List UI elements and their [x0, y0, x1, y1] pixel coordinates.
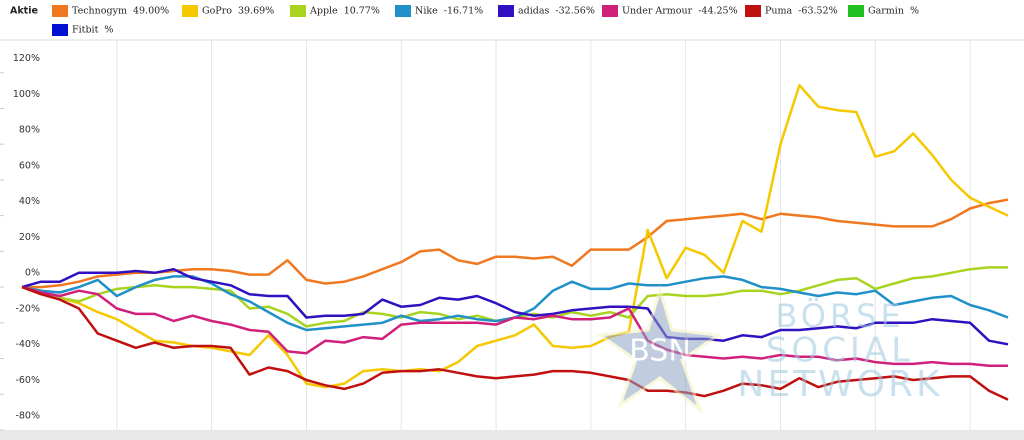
- legend-label: Nike: [415, 6, 438, 17]
- watermark-star: [595, 284, 723, 415]
- y-tick-label: 20%: [19, 232, 40, 243]
- watermark: BSN BÖRSE SOCIAL NETWORK: [595, 284, 942, 415]
- legend-swatch: [602, 5, 618, 17]
- legend-value: %: [910, 6, 919, 17]
- y-tick-label: -40%: [15, 339, 40, 350]
- legend-label: Garmin: [868, 6, 904, 17]
- legend-label: Technogym: [72, 6, 127, 17]
- y-tick-label: 0%: [25, 268, 40, 279]
- bottom-band: [0, 430, 1024, 440]
- legend-value: -44.25%: [698, 6, 737, 17]
- legend-label: Fitbit: [72, 25, 99, 36]
- series-line: [21, 285, 1009, 401]
- lines: [21, 83, 1009, 401]
- y-tick-label: -60%: [15, 375, 40, 386]
- watermark-text: BÖRSE: [775, 297, 904, 335]
- legend-swatch: [52, 24, 68, 36]
- legend-label: Under Armour: [622, 6, 693, 17]
- legend-value: %: [104, 25, 113, 36]
- legend-swatch: [52, 5, 68, 17]
- legend-value: 39.69%: [238, 6, 274, 17]
- legend-label: adidas: [518, 6, 550, 17]
- legend-swatch: [182, 5, 198, 17]
- legend-label: GoPro: [202, 6, 232, 17]
- legend-value: -63.52%: [798, 6, 837, 17]
- legend-value: 49.00%: [133, 6, 169, 17]
- y-tick-label: -80%: [15, 411, 40, 422]
- y-tick-label: 60%: [19, 160, 40, 171]
- legend-title: Aktie: [10, 6, 38, 17]
- y-tick-label: 100%: [13, 89, 40, 100]
- legend-label: Puma: [765, 6, 793, 17]
- series-line: [21, 83, 1009, 389]
- grid: -80% -60% -40% -20% 0% 20% 40% 60% 80% 100% 120%: [0, 40, 971, 431]
- legend-value: -16.71%: [444, 6, 483, 17]
- legend-swatch: [498, 5, 514, 17]
- legend-label: Apple: [309, 6, 338, 17]
- y-tick-label: 40%: [19, 196, 40, 207]
- legend-swatch: [395, 5, 411, 17]
- legend-swatch: [745, 5, 761, 17]
- series-line: [21, 285, 1008, 367]
- series-line: [22, 198, 1009, 289]
- legend-swatch: [848, 5, 864, 17]
- watermark-text: NETWORK: [737, 364, 942, 405]
- y-tick-label: -20%: [15, 303, 40, 314]
- legend-value: -32.56%: [555, 6, 594, 17]
- y-tick-label: 120%: [13, 53, 40, 64]
- watermark-logo: BSN: [629, 334, 691, 369]
- legend: Technogym 49.00% GoPro 39.69% Apple 10.77% Nik…: [52, 5, 919, 36]
- legend-value: 10.77%: [344, 6, 380, 17]
- watermark-text: SOCIAL: [766, 331, 914, 371]
- legend-swatch: [290, 5, 306, 17]
- y-tick-label: 80%: [19, 125, 40, 136]
- series-line: [21, 267, 1009, 346]
